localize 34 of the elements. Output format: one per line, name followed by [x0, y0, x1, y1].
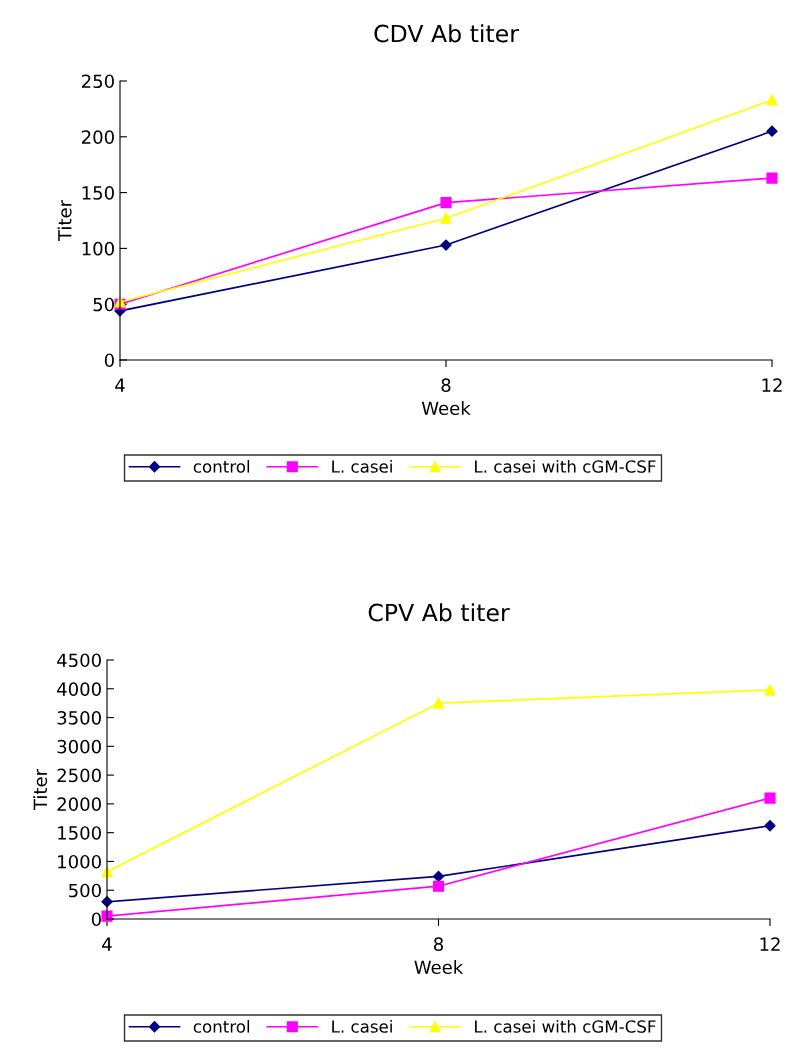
x-tick-label: 4: [102, 937, 112, 951]
y-tick-label: 0: [91, 912, 101, 927]
legend-label: L. casei: [332, 1019, 392, 1033]
x-tick-label: 4: [115, 378, 125, 392]
x-tick-label: 8: [433, 937, 444, 952]
y-tick-label: 200: [82, 130, 114, 144]
x-axis-title: Week: [414, 960, 464, 975]
x-tick-label: 12: [762, 378, 782, 392]
chart-title: CDV Ab titer: [374, 24, 519, 43]
y-tick-label: 150: [82, 186, 114, 200]
chart-title: CPV Ab titer: [368, 603, 510, 622]
legend-label: L. casei with cGM-CSF: [475, 1019, 656, 1033]
y-tick-label: 250: [82, 74, 114, 89]
y-tick-label: 3000: [57, 739, 101, 754]
legend-label: L. casei with cGM-CSF: [475, 459, 656, 473]
y-tick-label: 1500: [58, 826, 101, 840]
y-tick-label: 4500: [57, 653, 101, 668]
y-axis-title: Titer: [57, 199, 72, 242]
y-tick-label: 2500: [57, 768, 101, 783]
y-tick-label: 3500: [57, 711, 101, 725]
y-axis-title: Titer: [33, 768, 48, 811]
legend-label: control: [193, 1019, 250, 1033]
y-tick-label: 1000: [58, 854, 101, 869]
legend-label: L. casei: [332, 459, 392, 473]
y-tick-label: 2000: [57, 797, 101, 812]
x-tick-label: 8: [441, 378, 451, 393]
x-tick-label: 12: [760, 937, 780, 951]
y-tick-label: 0: [104, 353, 114, 368]
y-tick-label: 4000: [57, 682, 101, 696]
y-tick-label: 500: [69, 883, 101, 898]
y-tick-label: 100: [82, 241, 114, 256]
x-axis-title: Week: [421, 401, 471, 416]
legend-label: control: [193, 459, 250, 473]
y-tick-label: 50: [93, 297, 114, 312]
